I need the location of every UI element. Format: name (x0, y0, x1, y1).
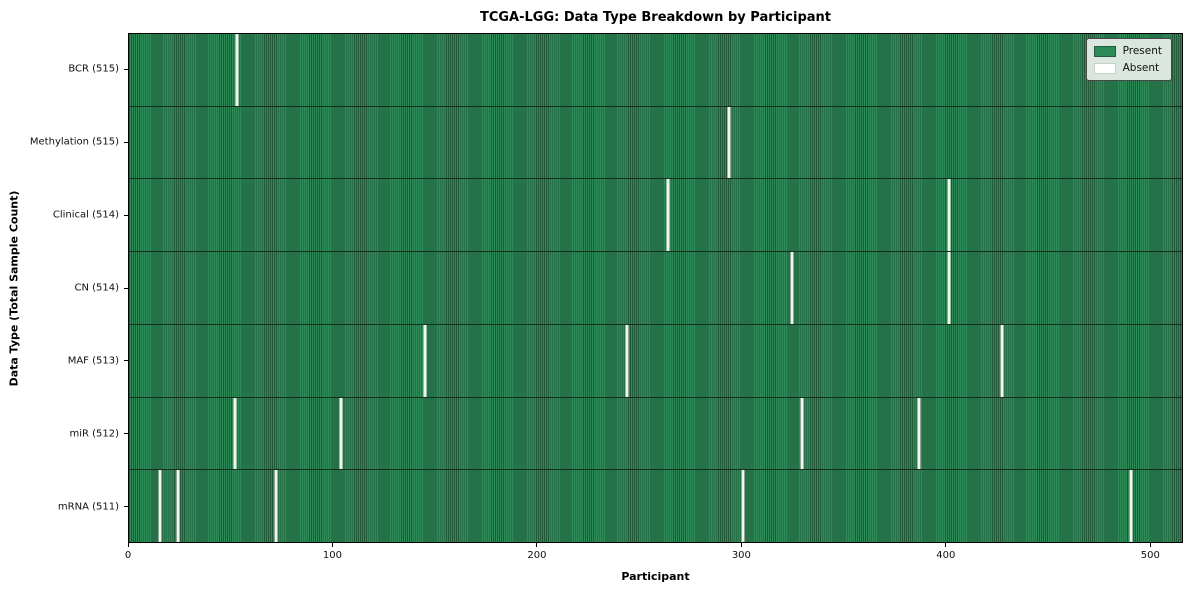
y-tick-label: BCR (515) (68, 63, 119, 75)
chart-row-mrna (129, 470, 1182, 543)
y-tick-mark (124, 506, 128, 508)
absent-swatch-icon (1093, 62, 1116, 74)
absent-marker (666, 179, 670, 252)
absent-marker (176, 470, 180, 543)
x-tick-mark (331, 543, 333, 547)
x-tick-label: 100 (322, 550, 342, 561)
absent-marker (339, 397, 343, 470)
x-tick-mark (1149, 543, 1151, 547)
y-tick-label: MAF (513) (67, 355, 119, 367)
x-tick-mark (536, 543, 538, 547)
absent-marker (947, 179, 951, 252)
x-tick-label: 400 (936, 550, 956, 561)
chart-title: TCGA-LGG: Data Type Breakdown by Partici… (479, 10, 832, 25)
chart-row-maf (129, 324, 1182, 398)
absent-marker (423, 324, 427, 397)
absent-marker (158, 470, 162, 543)
y-tick-mark (124, 360, 128, 362)
legend-entry-present: Present (1093, 45, 1162, 57)
absent-marker (233, 397, 237, 470)
x-axis: 0 100 200 300 400 500 (124, 543, 1183, 573)
absent-marker (235, 34, 239, 106)
legend: Present Absent (1085, 38, 1172, 81)
present-swatch-icon (1093, 45, 1116, 57)
legend-entry-absent: Absent (1093, 62, 1162, 74)
x-tick-mark (945, 543, 947, 547)
absent-marker (790, 252, 794, 324)
x-tick-label: 0 (124, 550, 132, 561)
y-tick-label: Methylation (515) (29, 136, 119, 148)
absent-marker (274, 470, 278, 543)
legend-label: Present (1122, 45, 1162, 57)
x-axis-label: Participant (621, 570, 690, 583)
chart-row-clinical (129, 179, 1182, 253)
y-tick-label: miR (512) (69, 428, 119, 440)
plot-area (128, 33, 1183, 543)
x-tick-label: 500 (1140, 550, 1160, 561)
y-tick-label: Clinical (514) (52, 209, 119, 221)
absent-marker (625, 324, 629, 397)
chart-row-bcr (129, 34, 1182, 107)
chart-row-cn (129, 252, 1182, 325)
y-tick-label: CN (514) (74, 282, 119, 294)
absent-marker (947, 252, 951, 324)
chart-row-methylation (129, 106, 1182, 180)
y-tick-mark (124, 433, 128, 435)
chart-row-mir (129, 397, 1182, 471)
x-tick-label: 300 (731, 550, 751, 561)
legend-label: Absent (1122, 62, 1160, 74)
absent-marker (1129, 470, 1133, 543)
y-tick-mark (124, 287, 128, 289)
x-tick-mark (127, 543, 129, 547)
y-tick-mark (124, 214, 128, 216)
y-tick-mark (124, 141, 128, 143)
x-tick-label: 200 (527, 550, 547, 561)
absent-marker (1000, 324, 1004, 397)
x-tick-mark (740, 543, 742, 547)
y-tick-mark (124, 68, 128, 70)
y-axis: BCR (515) Methylation (515) Clinical (514)… (0, 33, 128, 543)
absent-marker (727, 106, 731, 179)
absent-marker (800, 397, 804, 470)
absent-marker (741, 470, 745, 543)
absent-marker (917, 397, 921, 470)
y-tick-label: mRNA (511) (57, 501, 119, 513)
